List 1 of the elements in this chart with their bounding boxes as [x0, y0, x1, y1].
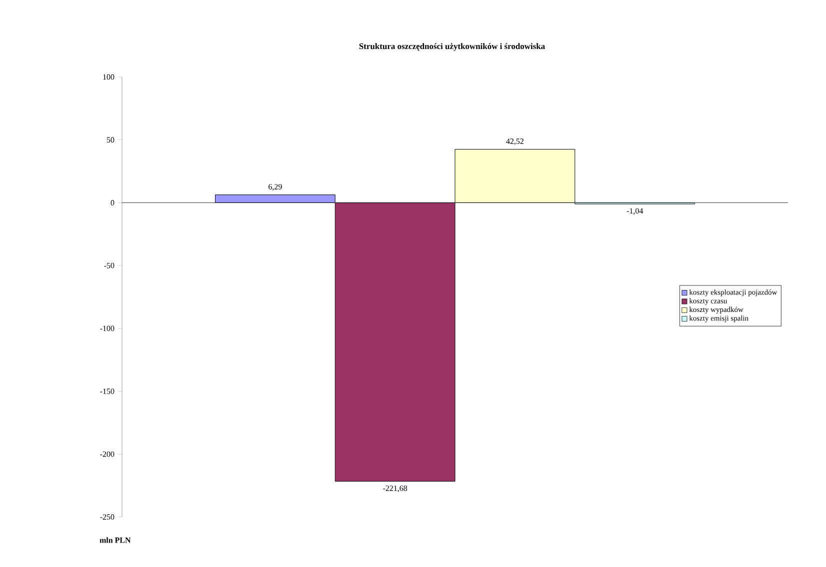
chart-title: Struktura oszczędności użytkowników i środowiska [359, 43, 545, 51]
